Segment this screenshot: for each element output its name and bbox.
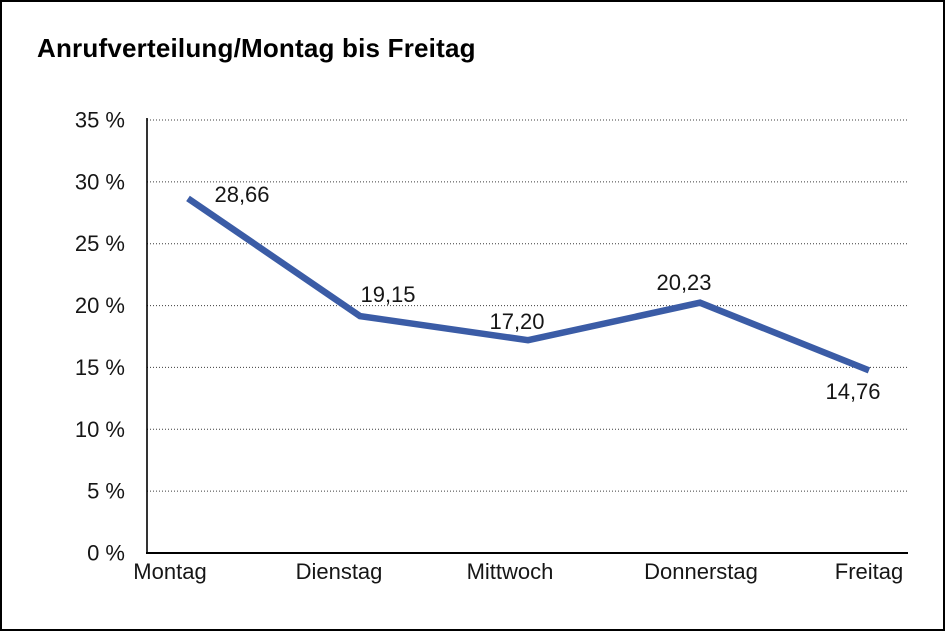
y-tick-label: 35 %: [75, 108, 125, 133]
y-tick-label: 25 %: [75, 231, 125, 256]
x-category-label: Montag: [133, 559, 206, 584]
data-point-label: 19,15: [360, 282, 415, 307]
y-tick-label: 10 %: [75, 417, 125, 442]
x-category-label: Freitag: [835, 559, 903, 584]
data-point-label: 14,76: [825, 379, 880, 404]
y-tick-label: 5 %: [87, 479, 125, 504]
data-point-label: 20,23: [656, 270, 711, 295]
chart-title: Anrufverteilung/Montag bis Freitag: [37, 33, 476, 63]
data-point-label: 28,66: [214, 182, 269, 207]
x-category-label: Mittwoch: [467, 559, 554, 584]
y-tick-label: 0 %: [87, 541, 125, 566]
data-line: [186, 195, 871, 374]
x-category-label: Donnerstag: [644, 559, 758, 584]
x-category-label: Dienstag: [296, 559, 383, 584]
y-tick-label: 20 %: [75, 293, 125, 318]
y-tick-label: 15 %: [75, 355, 125, 380]
data-point-label: 17,20: [489, 309, 544, 334]
y-tick-label: 30 %: [75, 169, 125, 194]
